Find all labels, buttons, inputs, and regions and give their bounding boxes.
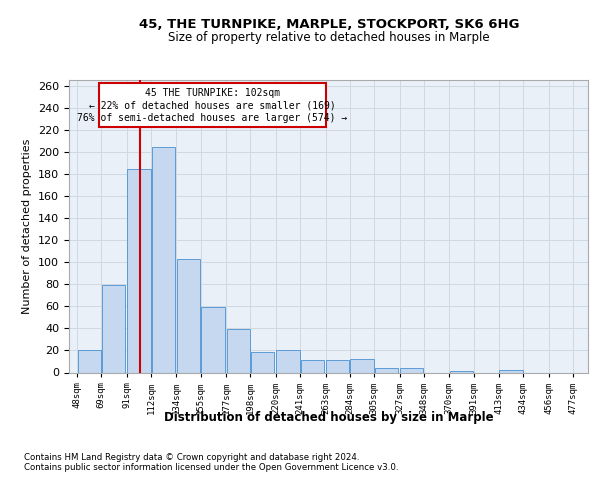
Bar (374, 368, 398, 372)
Bar (277, 350, 300, 372)
Bar (326, 360, 349, 372)
Bar (177, 259, 200, 372)
Y-axis label: Number of detached properties: Number of detached properties (22, 138, 32, 314)
Bar (400, 368, 424, 372)
Bar (201, 308, 224, 372)
Bar (227, 330, 250, 372)
Bar (301, 360, 324, 372)
Bar (77, 350, 101, 372)
Text: ← 22% of detached houses are smaller (169): ← 22% of detached houses are smaller (16… (89, 100, 336, 110)
Text: Contains HM Land Registry data © Crown copyright and database right 2024.
Contai: Contains HM Land Registry data © Crown c… (24, 453, 398, 472)
Text: 76% of semi-detached houses are larger (574) →: 76% of semi-detached houses are larger (… (77, 112, 347, 122)
Bar (152, 148, 175, 372)
Bar (127, 170, 151, 372)
Text: 45 THE TURNPIKE: 102sqm: 45 THE TURNPIKE: 102sqm (145, 88, 280, 98)
Text: Size of property relative to detached houses in Marple: Size of property relative to detached ho… (168, 31, 490, 44)
Bar (102, 286, 125, 372)
Bar (350, 360, 374, 372)
Bar (99, 84, 326, 128)
Bar (499, 370, 523, 372)
Text: Distribution of detached houses by size in Marple: Distribution of detached houses by size … (164, 411, 494, 424)
Bar (251, 352, 274, 372)
Text: 45, THE TURNPIKE, MARPLE, STOCKPORT, SK6 6HG: 45, THE TURNPIKE, MARPLE, STOCKPORT, SK6… (139, 18, 519, 30)
